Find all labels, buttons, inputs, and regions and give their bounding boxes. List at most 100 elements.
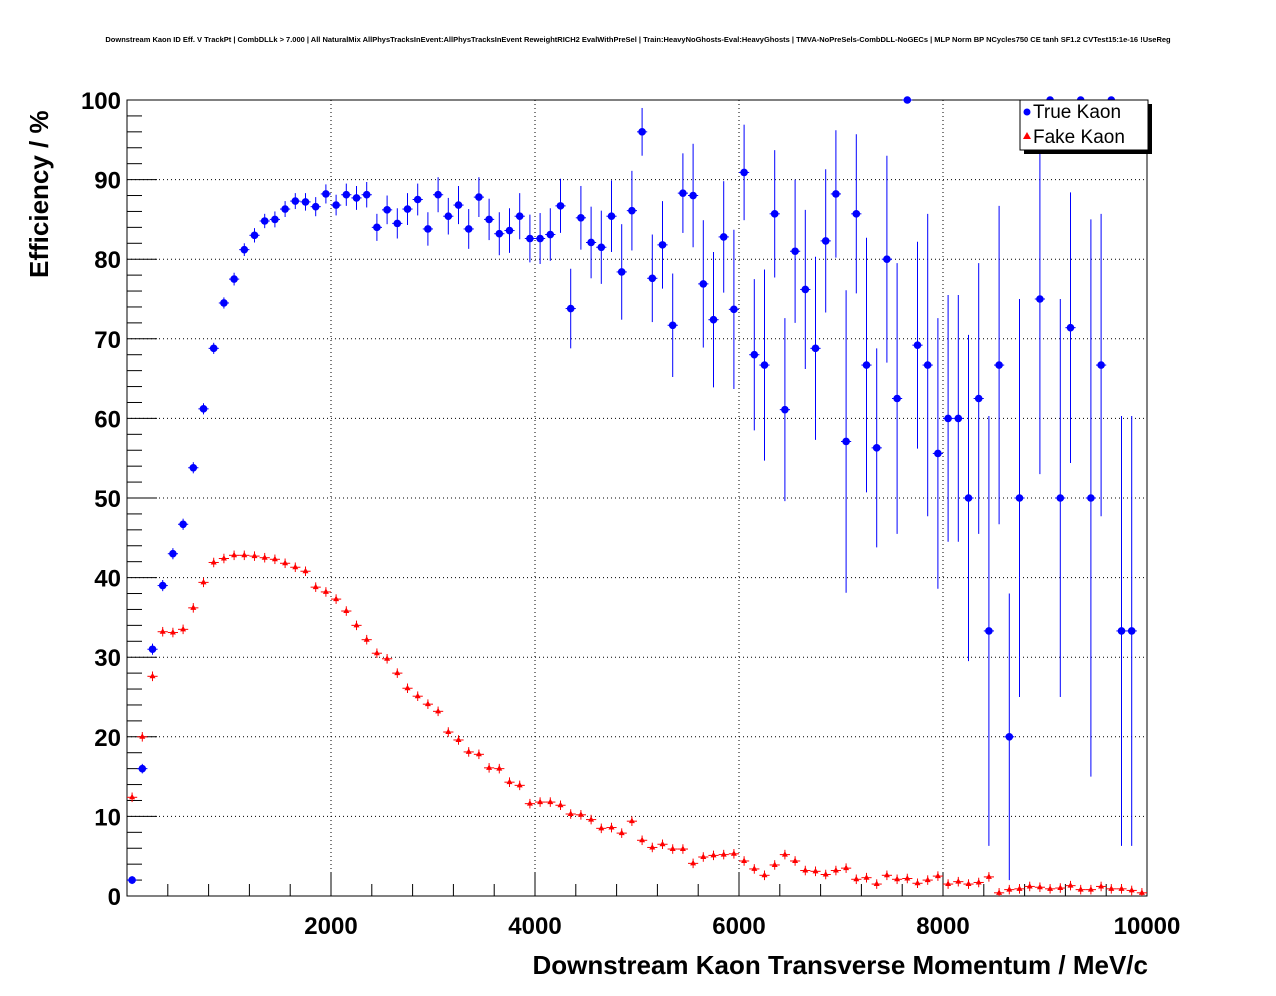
- data-point: [139, 733, 146, 739]
- data-point: [801, 285, 810, 294]
- data-point: [679, 845, 686, 852]
- data-point: [251, 552, 258, 559]
- data-point: [362, 190, 371, 199]
- data-point: [618, 829, 625, 836]
- data-point: [843, 864, 850, 871]
- data-point: [464, 225, 473, 233]
- data-point: [649, 843, 656, 850]
- chart-title: Downstream Kaon ID Eff. V TrackPt | Comb…: [105, 35, 1171, 44]
- data-point: [720, 851, 727, 857]
- series-true-kaon: [127, 96, 1137, 885]
- tick-labels: 2000 4000 6000 8000 10000 0 10 20 30 40 50 60 70 80 90…: [81, 88, 1180, 940]
- data-point: [566, 304, 575, 313]
- data-point: [200, 578, 207, 585]
- data-point: [863, 874, 870, 880]
- data-point: [821, 237, 830, 245]
- data-point: [903, 96, 912, 104]
- data-point: [1047, 885, 1054, 891]
- data-point: [1036, 295, 1044, 303]
- plot-frame: [126, 99, 1148, 897]
- data-point: [445, 728, 452, 735]
- data-point: [190, 604, 197, 610]
- data-point: [587, 238, 595, 247]
- data-point: [832, 190, 840, 198]
- data-point: [638, 128, 646, 136]
- data-point: [333, 595, 340, 602]
- data-point: [158, 581, 167, 590]
- data-point: [811, 344, 820, 353]
- data-point: [180, 625, 187, 632]
- data-point: [567, 810, 574, 817]
- data-point: [424, 700, 431, 707]
- x-tick-label: 6000: [712, 913, 765, 940]
- data-point: [577, 214, 585, 222]
- data-point: [373, 223, 381, 232]
- data-point: [628, 817, 635, 824]
- data-point: [271, 555, 278, 562]
- data-point: [475, 750, 482, 757]
- data-point: [1097, 361, 1105, 369]
- legend-fake-kaon-marker: [1023, 132, 1031, 139]
- data-point: [537, 798, 544, 805]
- data-point: [791, 247, 799, 256]
- data-point: [689, 191, 697, 200]
- data-point: [1087, 886, 1094, 892]
- data-point: [404, 684, 411, 691]
- x-tick-label: 8000: [916, 913, 969, 940]
- y-tick-label: 0: [108, 884, 121, 911]
- data-point: [760, 361, 769, 369]
- data-point: [924, 876, 931, 883]
- y-tick-label: 80: [94, 247, 121, 274]
- x-axis-title: Downstream Kaon Transverse Momentum / Me…: [532, 950, 1148, 980]
- data-point: [1036, 883, 1043, 890]
- data-point: [189, 463, 198, 472]
- data-point: [648, 274, 657, 283]
- data-point: [485, 215, 493, 224]
- data-point: [282, 559, 289, 566]
- data-point: [149, 672, 156, 679]
- data-point: [719, 233, 728, 241]
- data-point: [781, 851, 788, 857]
- data-point: [311, 202, 320, 211]
- data-point: [914, 879, 921, 886]
- data-point: [475, 193, 483, 201]
- data-point: [607, 212, 616, 221]
- data-point: [852, 210, 861, 218]
- data-point: [913, 341, 922, 349]
- data-point: [781, 405, 789, 414]
- data-point: [974, 394, 983, 403]
- data-point: [893, 394, 901, 403]
- data-point: [822, 871, 829, 877]
- data-point: [628, 206, 636, 215]
- legend-true-kaon-label: True Kaon: [1033, 102, 1121, 123]
- data-point: [679, 189, 687, 197]
- data-point: [505, 226, 514, 235]
- data-point: [842, 437, 850, 446]
- data-point: [862, 361, 871, 369]
- data-point: [199, 405, 208, 413]
- data-point: [659, 840, 666, 847]
- data-point: [250, 231, 259, 240]
- data-point: [1077, 886, 1084, 892]
- data-point: [128, 876, 136, 884]
- data-point: [700, 853, 707, 859]
- data-point: [322, 588, 329, 594]
- data-point: [1087, 494, 1095, 502]
- data-point: [873, 880, 880, 887]
- y-tick-label: 70: [94, 327, 121, 354]
- data-point: [750, 350, 759, 359]
- data-point: [353, 621, 360, 628]
- data-point: [1117, 627, 1126, 635]
- data-point: [292, 563, 299, 570]
- data-point: [1108, 885, 1115, 891]
- data-point: [435, 707, 442, 714]
- data-point: [669, 845, 676, 852]
- data-point: [383, 206, 391, 214]
- data-point: [220, 299, 228, 307]
- data-point: [1026, 882, 1033, 889]
- y-tick-label: 90: [94, 168, 121, 195]
- data-point: [658, 241, 667, 249]
- data-point: [343, 607, 350, 614]
- data-point: [597, 243, 606, 252]
- data-point: [954, 414, 963, 423]
